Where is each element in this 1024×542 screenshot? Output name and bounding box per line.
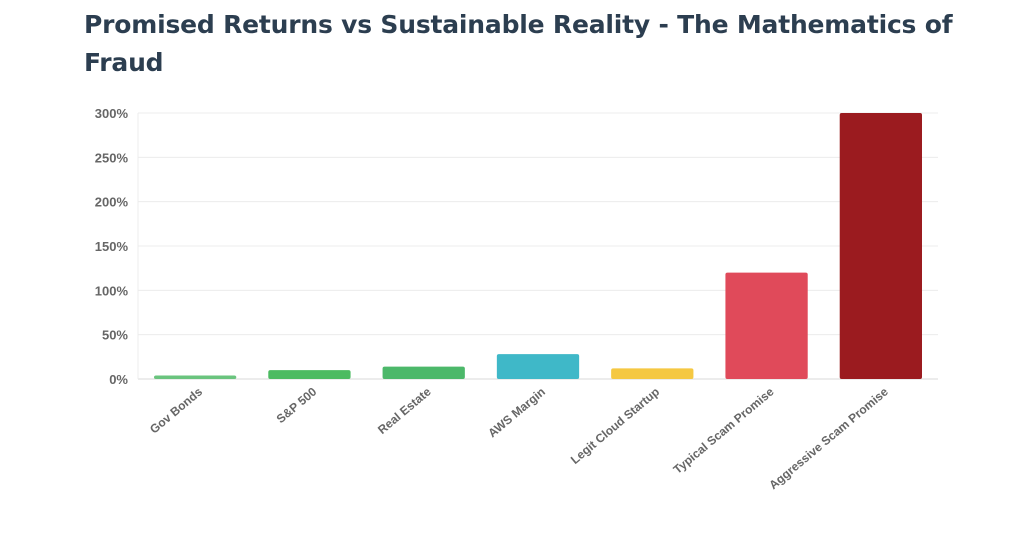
grid-lines	[137, 112, 938, 380]
y-axis-ticks: 0% 50% 100% 150% 200% 250% 300%	[95, 106, 129, 387]
y-tick-label: 50%	[102, 328, 128, 343]
bar-aws-margin[interactable]	[496, 354, 580, 379]
y-tick-label: 250%	[95, 150, 129, 165]
x-tick-label: Typical Scam Promise	[671, 384, 777, 476]
bars	[154, 113, 922, 379]
x-tick-label: Gov Bonds	[147, 384, 205, 436]
y-tick-label: 100%	[95, 283, 129, 298]
y-tick-label: 0%	[109, 372, 128, 387]
x-tick-label: Real Estate	[375, 384, 434, 437]
bar-aggressive-scam-promise[interactable]	[839, 113, 922, 379]
y-tick-label: 300%	[95, 106, 129, 121]
x-tick-label: S&P 500	[274, 384, 320, 426]
bar-typical-scam-promise[interactable]	[725, 272, 808, 379]
chart-title: Promised Returns vs Sustainable Reality …	[84, 10, 953, 77]
bar-legit-cloud-startup[interactable]	[611, 368, 694, 379]
bar-real-estate[interactable]	[382, 366, 465, 379]
x-tick-label: Legit Cloud Startup	[568, 385, 662, 467]
bar-s-p-500[interactable]	[268, 370, 351, 379]
x-tick-label: Aggressive Scam Promise	[766, 384, 891, 492]
y-tick-label: 150%	[95, 239, 129, 254]
x-tick-label: AWS Margin	[485, 385, 548, 441]
y-tick-label: 200%	[95, 195, 129, 210]
bar-gov-bonds[interactable]	[154, 375, 237, 379]
x-axis-labels: Gov Bonds S&P 500 Real Estate AWS Margin Leg…	[147, 384, 891, 492]
